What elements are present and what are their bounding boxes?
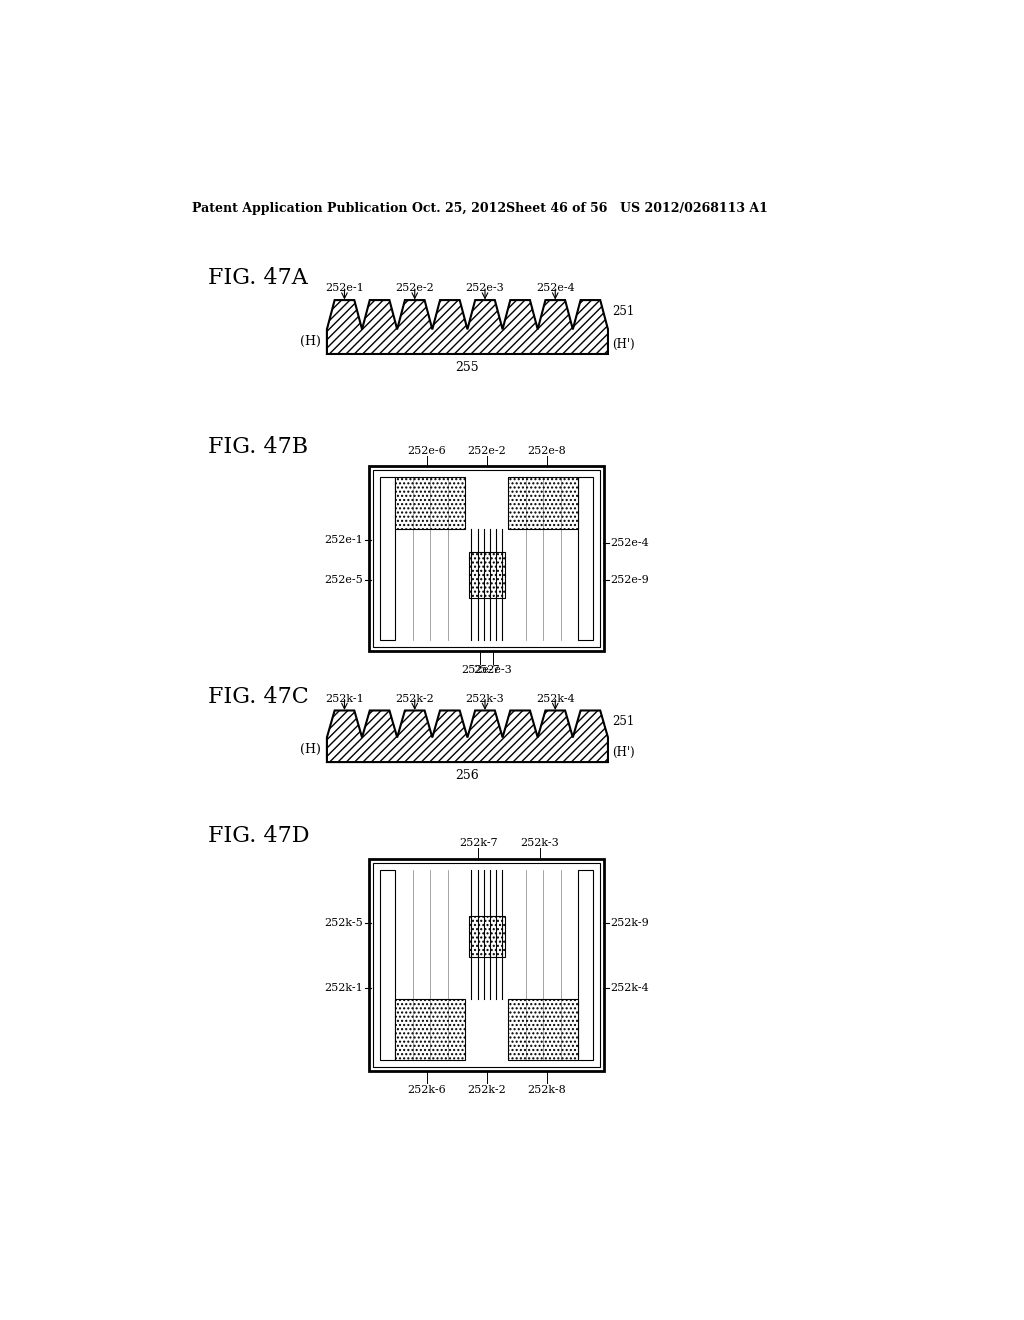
Text: (H'): (H') — [612, 338, 635, 351]
Text: 252e-2: 252e-2 — [467, 446, 506, 455]
Text: 252e-8: 252e-8 — [527, 446, 566, 455]
Text: 252k-9: 252k-9 — [610, 917, 649, 928]
Text: FIG. 47B: FIG. 47B — [208, 436, 307, 458]
Bar — [469, 552, 505, 598]
Bar — [380, 870, 395, 1060]
Text: Patent Application Publication: Patent Application Publication — [193, 202, 408, 215]
Text: 252e-7: 252e-7 — [461, 665, 500, 675]
Bar — [373, 863, 600, 1067]
Text: 252k-3: 252k-3 — [520, 838, 559, 849]
Bar — [370, 466, 604, 651]
Text: Sheet 46 of 56: Sheet 46 of 56 — [506, 202, 607, 215]
Text: 252k-5: 252k-5 — [325, 917, 364, 928]
Text: (H'): (H') — [612, 746, 635, 759]
Text: 252e-2: 252e-2 — [395, 284, 434, 293]
Bar — [579, 478, 593, 640]
Text: 252e-3: 252e-3 — [466, 284, 505, 293]
Bar — [508, 478, 579, 529]
Text: 252k-1: 252k-1 — [325, 693, 364, 704]
Text: 252k-7: 252k-7 — [459, 838, 498, 849]
Text: FIG. 47D: FIG. 47D — [208, 825, 309, 847]
Text: 252k-4: 252k-4 — [536, 693, 574, 704]
Text: FIG. 47A: FIG. 47A — [208, 267, 307, 289]
Bar — [508, 999, 579, 1060]
Text: 252e-9: 252e-9 — [610, 576, 649, 585]
Text: 252e-4: 252e-4 — [610, 539, 649, 548]
Text: Oct. 25, 2012: Oct. 25, 2012 — [412, 202, 506, 215]
Text: 256: 256 — [456, 770, 479, 783]
Text: 252k-2: 252k-2 — [395, 693, 434, 704]
Text: 251: 251 — [612, 305, 635, 318]
Text: 252e-4: 252e-4 — [536, 284, 574, 293]
Text: 252e-1: 252e-1 — [325, 284, 364, 293]
Text: FIG. 47C: FIG. 47C — [208, 686, 308, 709]
Bar — [469, 916, 505, 957]
Text: 252k-6: 252k-6 — [408, 1085, 446, 1094]
Text: 252e-3: 252e-3 — [474, 665, 512, 675]
Bar — [380, 478, 395, 640]
Text: 251: 251 — [612, 714, 635, 727]
Text: (H): (H) — [300, 743, 321, 756]
Text: 252k-8: 252k-8 — [527, 1085, 566, 1094]
Bar — [395, 999, 465, 1060]
Text: (H): (H) — [300, 335, 321, 348]
Text: 252k-2: 252k-2 — [467, 1085, 506, 1094]
Bar — [370, 859, 604, 1071]
Text: 255: 255 — [456, 362, 479, 375]
Text: US 2012/0268113 A1: US 2012/0268113 A1 — [620, 202, 767, 215]
Bar — [579, 870, 593, 1060]
Polygon shape — [327, 300, 608, 354]
Bar — [395, 478, 465, 529]
Text: 252k-3: 252k-3 — [466, 693, 505, 704]
Text: 252k-4: 252k-4 — [610, 983, 649, 993]
Text: 252e-6: 252e-6 — [408, 446, 446, 455]
Text: 252e-5: 252e-5 — [325, 576, 364, 585]
Bar — [373, 470, 600, 647]
Text: 252e-1: 252e-1 — [325, 535, 364, 545]
Text: 252k-1: 252k-1 — [325, 983, 364, 993]
Polygon shape — [327, 710, 608, 762]
